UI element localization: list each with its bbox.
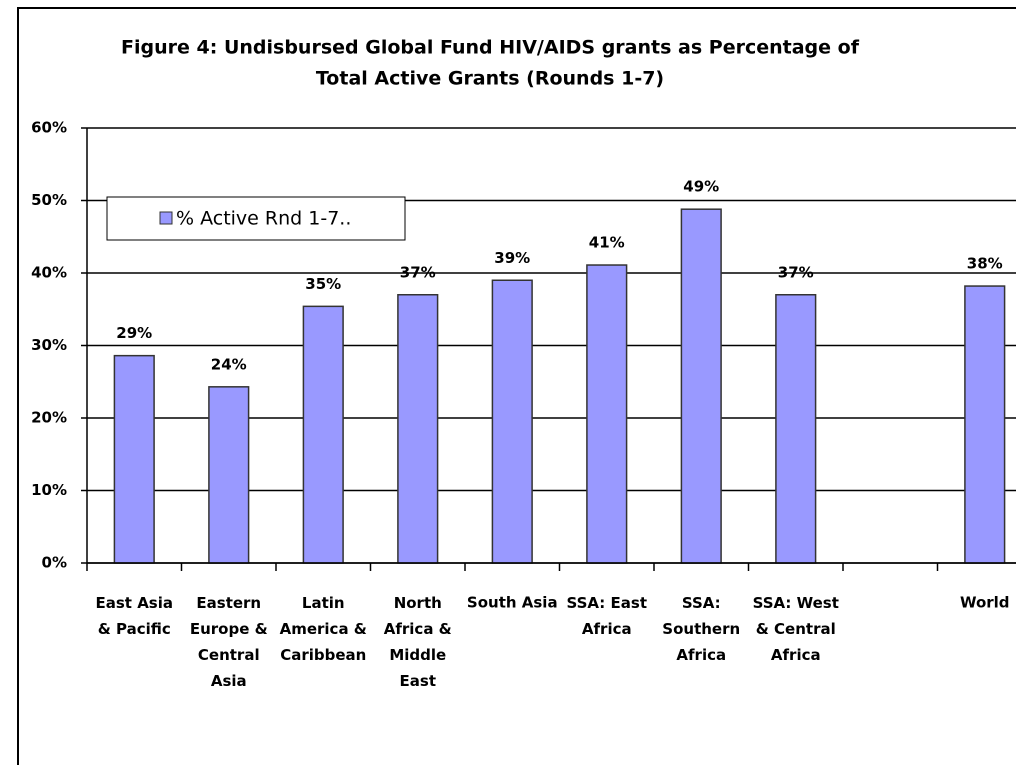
y-tick-label: 40% <box>31 264 67 282</box>
bar <box>775 294 817 564</box>
x-tick-label: SSA: West & Central Africa <box>753 594 839 664</box>
data-label: 39% <box>494 249 530 267</box>
y-tick-label: 20% <box>31 409 67 427</box>
data-label: 49% <box>683 178 719 196</box>
bar <box>680 208 722 564</box>
bar <box>491 279 533 564</box>
data-label: 37% <box>400 263 436 281</box>
x-tick-label: SSA: East Africa <box>566 594 647 638</box>
data-label: 35% <box>305 275 341 293</box>
bar <box>302 305 344 564</box>
x-tick-label: SSA: Southern Africa <box>662 594 740 664</box>
legend-swatch <box>159 211 173 225</box>
bar <box>113 354 155 564</box>
x-tick-label: East Asia & Pacific <box>96 594 174 638</box>
bar <box>964 285 1006 564</box>
x-tick-label: South Asia <box>467 594 558 612</box>
y-tick-label: 50% <box>31 191 67 209</box>
bar <box>397 294 439 564</box>
chart-frame <box>17 7 1016 765</box>
data-label: 24% <box>211 355 247 373</box>
bar <box>208 386 250 564</box>
x-tick-label: World <box>960 594 1010 612</box>
y-tick-label: 0% <box>42 554 67 572</box>
legend-label: % Active Rnd 1-7.. <box>176 208 351 230</box>
chart-title: Figure 4: Undisbursed Global Fund HIV/AI… <box>121 37 860 59</box>
data-label: 38% <box>967 255 1003 273</box>
y-tick-label: 60% <box>31 119 67 137</box>
y-tick-label: 30% <box>31 336 67 354</box>
x-tick-label: Latin America & Caribbean <box>280 594 367 664</box>
data-label: 37% <box>778 263 814 281</box>
chart-title: Total Active Grants (Rounds 1-7) <box>316 68 664 90</box>
x-tick-label: Eastern Europe & Central Asia <box>190 594 268 690</box>
data-label: 41% <box>589 234 625 252</box>
data-label: 29% <box>116 324 152 342</box>
legend-box <box>106 196 406 241</box>
x-tick-label: North Africa & Middle East <box>384 594 452 690</box>
bar <box>586 264 628 564</box>
y-tick-label: 10% <box>31 481 67 499</box>
